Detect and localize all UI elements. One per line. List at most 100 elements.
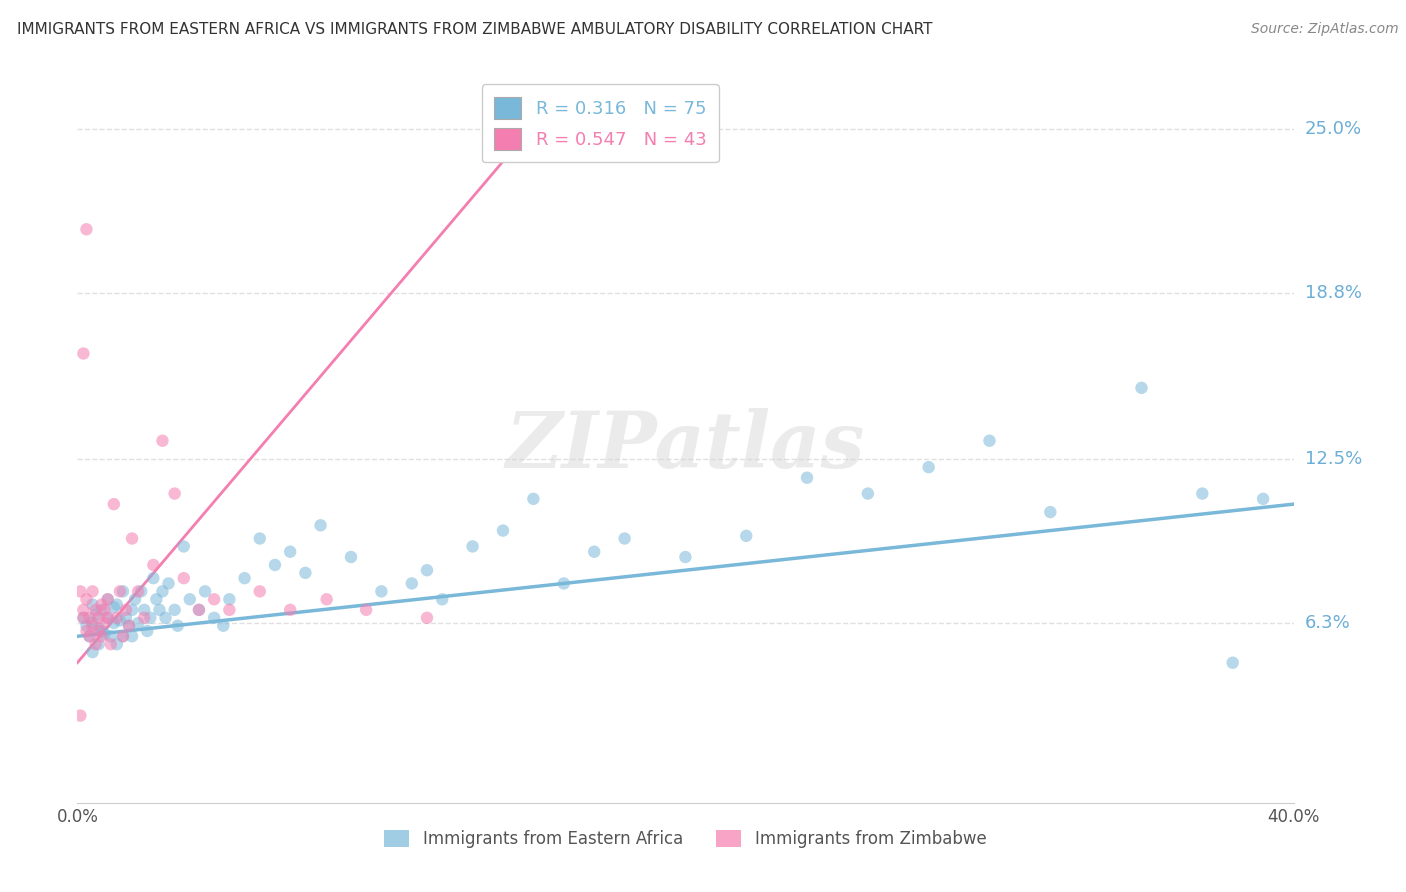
Point [194,584,217,599]
Point [69,584,91,599]
Point [264,558,287,572]
Point [249,532,271,546]
Point [103,497,125,511]
Text: 25.0%: 25.0% [1305,120,1362,138]
Point [87,621,110,635]
Point [492,524,515,538]
Point [139,611,162,625]
Point [155,611,177,625]
Point [315,592,337,607]
Point [430,592,453,607]
Point [115,611,138,625]
Point [1039,505,1062,519]
Point [75,624,97,638]
Point [84,637,107,651]
Point [84,603,107,617]
Point [401,576,423,591]
Point [105,611,128,625]
Point [121,603,143,617]
Point [278,545,301,559]
Point [82,584,104,599]
Text: 12.5%: 12.5% [1305,450,1362,468]
Point [354,603,377,617]
Point [118,618,141,632]
Point [796,471,818,485]
Point [249,584,271,599]
Point [136,624,159,638]
Text: 6.3%: 6.3% [1305,614,1350,632]
Point [84,608,107,623]
Point [97,592,120,607]
Point [129,584,152,599]
Point [105,598,128,612]
Point [163,603,186,617]
Point [461,540,484,554]
Point [294,566,316,580]
Point [1251,491,1274,506]
Point [278,603,301,617]
Point [179,592,201,607]
Point [188,603,211,617]
Point [79,611,101,625]
Point [93,616,115,631]
Point [134,611,156,625]
Point [583,545,606,559]
Point [82,616,104,631]
Point [370,584,392,599]
Point [108,614,131,628]
Point [82,618,104,632]
Point [340,549,363,564]
Point [173,571,195,585]
Point [72,611,94,625]
Point [82,645,104,659]
Point [1222,656,1244,670]
Point [75,222,97,236]
Point [97,592,120,607]
Point [100,637,122,651]
Point [553,576,575,591]
Point [111,629,134,643]
Point [103,616,125,631]
Point [188,603,211,617]
Point [157,576,180,591]
Point [97,611,120,625]
Point [233,571,256,585]
Point [127,616,149,631]
Point [87,637,110,651]
Point [218,603,240,617]
Point [90,629,112,643]
Point [309,518,332,533]
Point [90,598,112,612]
Point [121,629,143,643]
Point [111,584,134,599]
Point [72,603,94,617]
Point [918,460,941,475]
Point [93,603,115,617]
Point [115,603,138,617]
Point [218,592,240,607]
Text: ZIPatlas: ZIPatlas [506,408,865,484]
Point [72,611,94,625]
Point [1191,486,1213,500]
Point [108,584,131,599]
Point [93,626,115,640]
Point [79,629,101,643]
Point [675,549,697,564]
Point [82,598,104,612]
Point [522,491,544,506]
Point [105,637,128,651]
Point [111,629,134,643]
Point [166,618,188,632]
Point [79,629,101,643]
Text: Source: ZipAtlas.com: Source: ZipAtlas.com [1251,22,1399,37]
Point [87,611,110,625]
Point [735,529,758,543]
Point [613,532,636,546]
Point [1130,381,1153,395]
Point [142,571,165,585]
Point [148,603,170,617]
Point [163,486,186,500]
Point [173,540,195,554]
Point [121,532,143,546]
Legend: Immigrants from Eastern Africa, Immigrants from Zimbabwe: Immigrants from Eastern Africa, Immigran… [378,823,993,855]
